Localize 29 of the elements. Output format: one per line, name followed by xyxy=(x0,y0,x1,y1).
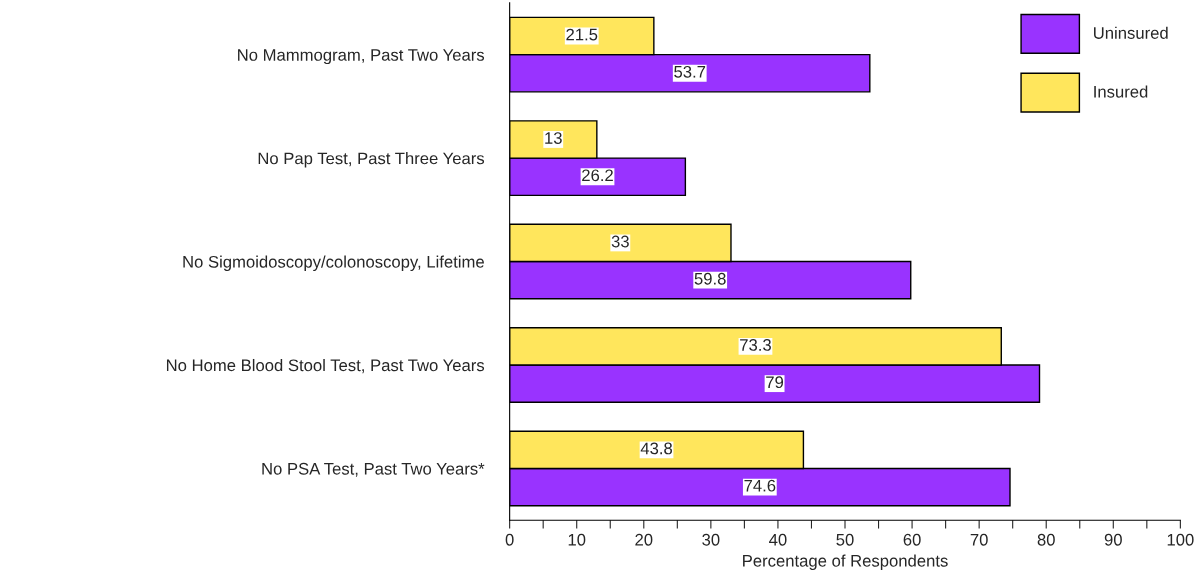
x-tick-label: 40 xyxy=(769,533,787,546)
x-tick-label: 70 xyxy=(970,533,988,546)
data-label: 79 xyxy=(766,376,784,389)
legend-label: Uninsured xyxy=(1094,26,1168,39)
data-label: 33 xyxy=(611,235,629,248)
x-tick-label: 0 xyxy=(505,533,514,546)
data-label: 43.8 xyxy=(640,442,673,455)
y-tick-label: No Mammogram, Past Two Years xyxy=(238,49,485,65)
data-label: 59.8 xyxy=(694,272,726,285)
x-tick-label: 90 xyxy=(1104,533,1122,546)
data-label: 13 xyxy=(545,132,562,144)
y-tick-label: No Home Blood Stool Test, Past Two Years xyxy=(166,358,485,374)
x-tick-label: 60 xyxy=(903,533,921,546)
y-tick-label: No Sigmoidoscopy/colonoscopy, Lifetime xyxy=(183,255,484,272)
data-label: 26.2 xyxy=(582,169,613,182)
data-label: 74.6 xyxy=(744,479,776,492)
x-tick-label: 50 xyxy=(836,533,854,546)
y-tick-label: No PSA Test, Past Two Years* xyxy=(262,462,485,477)
x-tick-label: 10 xyxy=(568,533,586,546)
y-tick-label: No Pap Test, Past Three Years xyxy=(258,152,485,168)
x-axis-title: Percentage of Respondents xyxy=(743,554,948,571)
data-label: 53.7 xyxy=(674,65,706,78)
data-label: 73.3 xyxy=(740,339,771,351)
x-tick-label: 30 xyxy=(702,533,720,546)
data-label: 21.5 xyxy=(566,28,598,41)
legend-label: Insured xyxy=(1094,85,1148,98)
x-tick-label: 100 xyxy=(1167,533,1194,546)
x-tick-label: 80 xyxy=(1037,533,1055,546)
x-tick-label: 20 xyxy=(635,533,653,546)
